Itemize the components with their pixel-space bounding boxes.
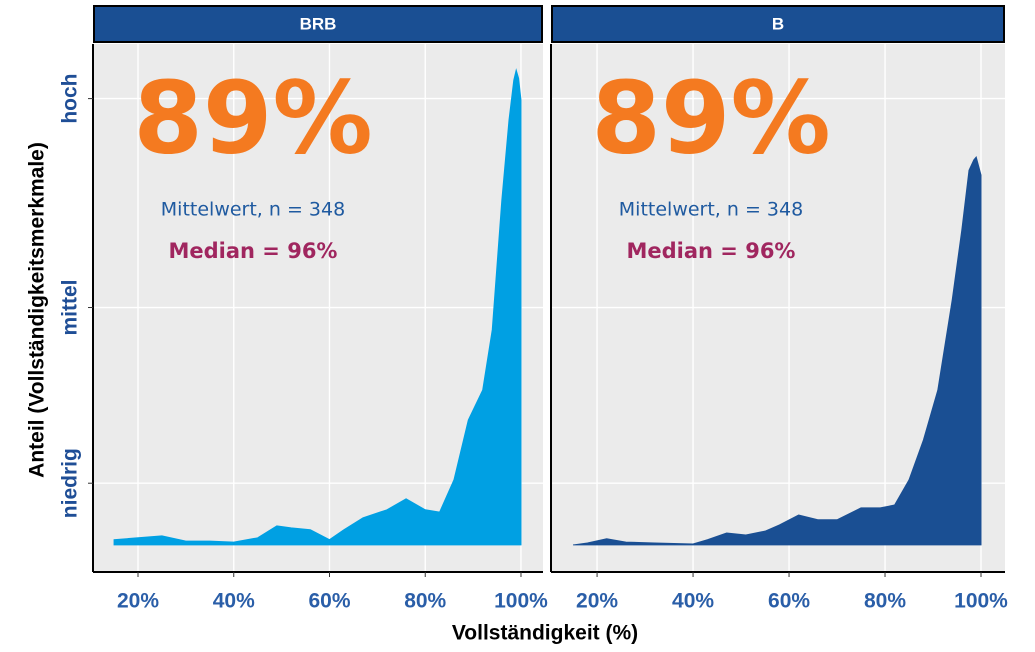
x-tick-label: 60% [768, 590, 810, 613]
mean-value: 89% [591, 59, 830, 176]
mean-value: 89% [133, 59, 372, 176]
x-axis-title: Vollständigkeit (%) [452, 622, 638, 645]
median-note: Median = 96% [169, 239, 338, 263]
x-tick-label: 100% [494, 590, 548, 613]
sample-note: Mittelwert, n = 348 [161, 199, 345, 221]
y-tick-label: mittel [59, 280, 82, 336]
y-axis-title: Anteil (Vollständigkeitsmerkmale) [26, 142, 49, 478]
x-tick-label: 20% [117, 590, 159, 613]
median-note: Median = 96% [627, 239, 796, 263]
density-area [573, 155, 982, 546]
strip [551, 5, 1005, 43]
y-tick-label: hoch [59, 74, 82, 124]
x-tick-label: 40% [672, 590, 714, 613]
density-area [113, 68, 522, 546]
x-tick-label: 60% [308, 590, 350, 613]
x-tick-label: 100% [954, 590, 1008, 613]
strip [93, 5, 543, 43]
x-tick-label: 20% [576, 590, 618, 613]
x-tick-label: 40% [213, 590, 255, 613]
strip-label: B [772, 14, 784, 33]
x-tick-label: 80% [404, 590, 446, 613]
sample-note: Mittelwert, n = 348 [619, 199, 803, 221]
y-tick-label: niedrig [59, 448, 82, 518]
x-tick-label: 80% [864, 590, 906, 613]
strip-label: BRB [300, 14, 337, 33]
